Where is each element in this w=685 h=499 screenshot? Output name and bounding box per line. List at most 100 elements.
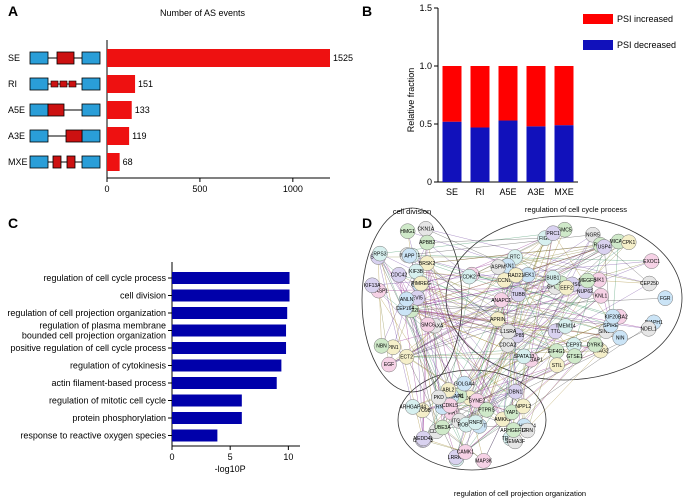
network-node-label: ANLN — [400, 297, 414, 303]
network-node — [364, 277, 380, 294]
chart-a-alt-exon — [66, 155, 76, 169]
chart-a-alt-exon — [56, 51, 75, 65]
network-node-label: CAMK1 — [457, 450, 474, 456]
chart-b-y-tick-label: 0 — [427, 177, 432, 187]
network-node-label: DIAPH1 — [645, 320, 663, 326]
network-node — [557, 318, 574, 334]
chart-b-legend-label: PSI decreased — [617, 40, 676, 50]
network-edge — [407, 234, 593, 256]
network-edge — [415, 271, 516, 392]
network-node-label: PTPRS — [478, 408, 495, 414]
network-node — [508, 267, 524, 283]
network-node — [469, 392, 485, 409]
network-edge — [471, 274, 620, 318]
network-node-label: GRN — [522, 428, 534, 434]
chart-b-bar-increased — [554, 66, 574, 126]
network-node-label: CLASP1 — [369, 288, 388, 294]
network-node-label: TMEM14 — [555, 324, 576, 330]
chart-a-bar — [107, 153, 120, 171]
chart-a-x-tick-label: 0 — [104, 184, 109, 194]
chart-a-exon-left — [29, 129, 49, 143]
network-node-label: EIF4G1 — [548, 349, 565, 355]
chart-a-exon-left — [29, 77, 49, 91]
chart-c-bar — [172, 394, 242, 407]
network-node — [373, 338, 390, 354]
network-node — [461, 268, 477, 285]
network-node-label: CEP164 — [396, 306, 415, 312]
network-node — [493, 292, 509, 308]
chart-a-value-label: 119 — [132, 131, 146, 141]
chart-a-category-label: RI — [8, 79, 17, 89]
chart-c-bar — [172, 342, 287, 354]
network-node — [456, 375, 472, 392]
chart-a-bar — [107, 49, 330, 67]
chart-a-exon-right — [81, 77, 101, 91]
network-edge — [388, 244, 601, 365]
network-node-label: SIN3A — [599, 329, 614, 335]
network-node-label: SEMA3F — [505, 439, 525, 445]
chart-c-x-label: -log10P — [215, 464, 246, 474]
chart-c-category-label: regulation of mitotic cell cycle — [49, 396, 166, 406]
chart-b-category-label: MXE — [554, 187, 574, 197]
cluster-label-cycle: regulation of cell cycle process — [525, 205, 627, 214]
network-node — [549, 357, 565, 373]
network-node — [442, 397, 458, 414]
chart-b-category-label: RI — [476, 187, 485, 197]
chart-b-bar-decreased — [498, 120, 518, 182]
network-node — [381, 356, 397, 373]
chart-a-category-label: A5E — [8, 105, 25, 115]
chart-a-exon-right — [81, 155, 101, 169]
network-node — [413, 275, 429, 292]
network-node — [566, 348, 583, 364]
network-edge — [379, 253, 439, 398]
network-node-label: BUB1 — [546, 276, 559, 282]
chart-c-bar — [172, 289, 290, 302]
network-node-label: RNF8 — [469, 420, 482, 426]
network-edge — [406, 301, 437, 432]
chart-a-bar — [107, 127, 130, 145]
chart-c-category-label: positive regulation of cell cycle proces… — [10, 343, 166, 353]
network-node-label: RNF4 — [436, 405, 449, 411]
network-node-label: ANAPC1 — [491, 298, 511, 304]
network-node-label: CCNL — [498, 278, 512, 284]
network-node-label: ECT2 — [400, 355, 413, 361]
chart-c-category-label: regulation of cytokinesis — [70, 361, 167, 371]
chart-b: 0 0.5 1.0 1.5 Relative fraction SE RI A5E A3E MXE… — [406, 3, 676, 197]
network-edge — [516, 229, 565, 336]
chart-b-bar-increased — [442, 66, 462, 122]
network-node — [372, 245, 388, 262]
network-node-label: APBB2 — [419, 240, 435, 246]
network-node-label: TUBB — [512, 292, 526, 298]
network-node — [507, 383, 524, 400]
network-node — [587, 337, 603, 353]
chart-c-bar — [172, 359, 282, 372]
panel-letter-c: C — [8, 215, 18, 231]
network-node-label: CPK1 — [622, 240, 635, 246]
cluster-label-division: cell division — [393, 207, 431, 216]
network-node-label: HMG1 — [400, 229, 415, 235]
network-node — [420, 316, 436, 333]
chart-a-exon-left — [29, 155, 49, 169]
cluster-circle-cycle — [445, 215, 683, 381]
network-edge — [426, 263, 503, 420]
network-edge — [523, 283, 650, 357]
network-edge — [514, 256, 650, 284]
chart-a-category-label: A3E — [8, 131, 25, 141]
chart-a-retained-intron — [68, 80, 77, 88]
network-node-label: RPS3 — [373, 251, 386, 257]
network-node — [657, 290, 674, 306]
network-node — [579, 272, 596, 289]
network-node — [640, 321, 657, 337]
network-node — [621, 234, 637, 250]
chart-a-exon-left — [29, 103, 49, 117]
network-node-label: APP — [404, 253, 415, 259]
network-edge — [406, 356, 457, 458]
network-node — [415, 430, 432, 447]
network-node-label: NDEL1 — [641, 327, 657, 333]
network-edge — [381, 291, 585, 347]
network-node — [641, 275, 658, 292]
chart-a-alt-exon — [47, 103, 65, 117]
network-node-label: PIN1 — [387, 345, 398, 351]
network-node — [643, 253, 660, 269]
network-node-label: YAP1 — [506, 410, 519, 416]
